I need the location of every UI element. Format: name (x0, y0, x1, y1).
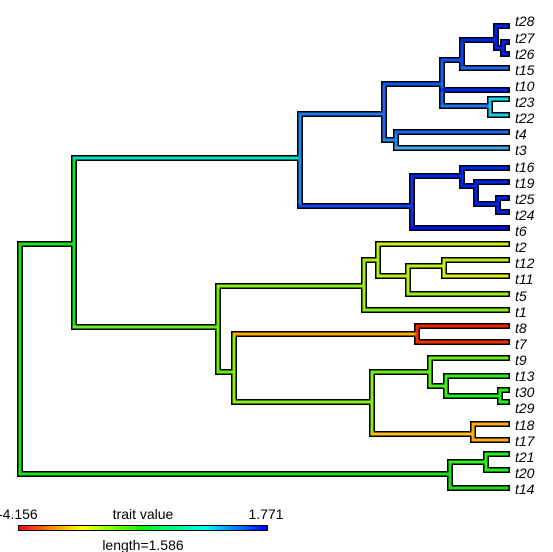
tip-label: t10 (515, 78, 535, 94)
tip-label: t27 (515, 30, 536, 46)
tip-label: t20 (515, 465, 535, 481)
tip-label: t15 (515, 62, 535, 78)
tip-label: t5 (515, 288, 527, 304)
tip-label: t13 (515, 368, 535, 384)
tip-labels: t28 t27 t26 t15 t10 t23 t22 t4 t3 t16 t1… (515, 13, 536, 497)
tip-label: t11 (515, 271, 533, 287)
tip-label: t2 (515, 239, 527, 255)
tip-label: t14 (515, 481, 535, 497)
tip-label: t19 (515, 175, 535, 191)
legend-title: trait value (113, 506, 174, 522)
tip-label: t4 (515, 126, 527, 142)
tip-label: t25 (515, 191, 535, 207)
tip-label: t7 (515, 336, 528, 352)
tip-label: t29 (515, 400, 535, 416)
tip-label: t22 (515, 110, 535, 126)
tip-label: t6 (515, 223, 527, 239)
color-legend: -4.156 trait value 1.771 length=1.586 (0, 506, 284, 552)
tip-label: t24 (515, 207, 535, 223)
tip-label: t23 (515, 94, 535, 110)
tip-label: t18 (515, 417, 535, 433)
tip-label: t28 (515, 13, 535, 29)
tip-label: t3 (515, 142, 527, 158)
tip-label: t17 (515, 433, 536, 449)
tip-label: t9 (515, 352, 527, 368)
legend-length-label: length=1.586 (102, 537, 184, 552)
tip-label: t12 (515, 255, 535, 271)
legend-max-label: 1.771 (248, 506, 283, 522)
tip-label: t30 (515, 384, 535, 400)
tip-label: t26 (515, 46, 535, 62)
tip-label: t21 (515, 449, 534, 465)
branches-color (18, 24, 509, 490)
legend-min-label: -4.156 (0, 506, 38, 522)
tip-label: t16 (515, 159, 535, 175)
legend-color-bar (19, 526, 267, 530)
branches-outline (17, 23, 510, 491)
tip-label: t8 (515, 320, 527, 336)
tip-label: t1 (515, 304, 527, 320)
